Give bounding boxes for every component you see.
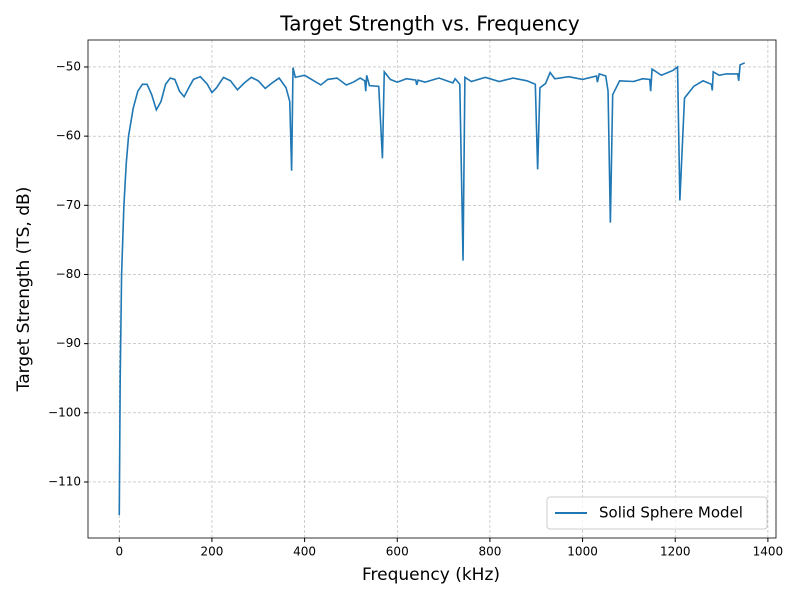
y-tick-label: −110 [48,474,81,488]
data-line [118,62,746,516]
y-tick-label: −50 [56,59,81,73]
plot-frame [87,39,777,539]
x-tick-label: 1400 [753,545,784,559]
y-tick-label: −80 [56,267,81,281]
x-axis-label: Frequency (kHz) [362,565,500,585]
x-tick-label: 1000 [567,545,598,559]
x-tick-label: 0 [115,545,123,559]
chart-title: Target Strength vs. Frequency [279,12,580,36]
y-tick-label: −60 [56,129,81,143]
x-tick-label: 600 [386,545,409,559]
y-axis-label: Target Strength (TS, dB) [14,187,34,393]
legend-label: Solid Sphere Model [599,504,743,522]
legend: Solid Sphere Model [546,496,768,530]
y-tick-label: −100 [48,405,81,419]
y-tick-label: −90 [56,336,81,350]
legend-box [546,496,768,530]
x-tick-label: 400 [293,545,316,559]
x-tick-label: 1200 [660,545,691,559]
y-tick-label: −70 [56,198,81,212]
x-tick-label: 800 [478,545,501,559]
x-tick-label: 200 [200,545,223,559]
